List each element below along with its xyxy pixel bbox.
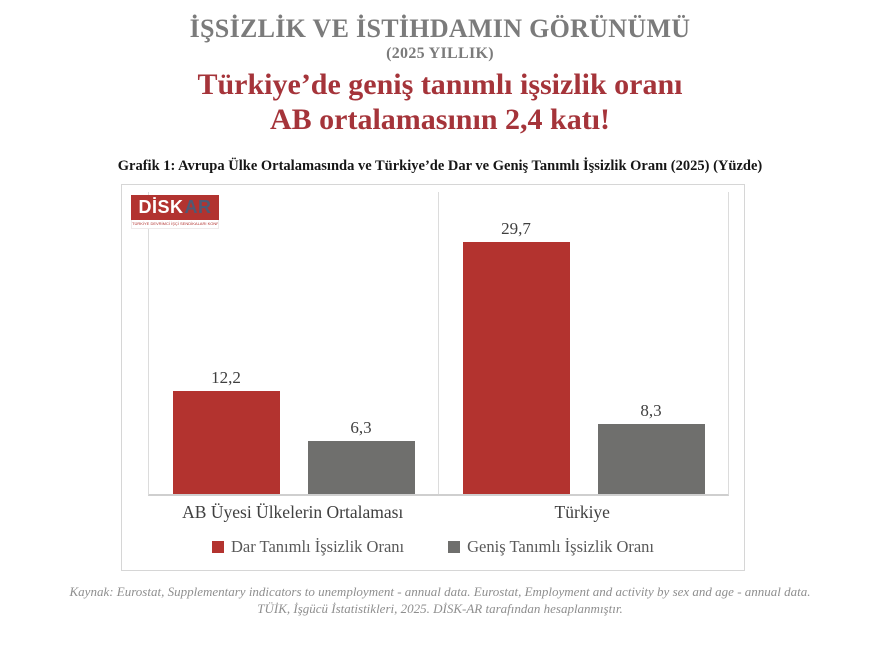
category-axis: AB Üyesi Ülkelerin Ortalaması Türkiye bbox=[148, 502, 727, 523]
chart-area: DİSK AR TÜRKİYE DEVRİMCİ İŞÇİ SENDİKALARI… bbox=[121, 184, 745, 572]
legend-label-genis: Geniş Tanımlı İşsizlik Oranı bbox=[467, 537, 655, 557]
chart-caption: Grafik 1: Avrupa Ülke Ortalamasında ve T… bbox=[117, 158, 763, 175]
legend-label-dar: Dar Tanımlı İşsizlik Oranı bbox=[230, 537, 405, 557]
headline: Türkiye’de geniş tanımlı işsizlik oranı … bbox=[0, 67, 880, 137]
report-title: İŞSİZLİK VE İSTİHDAMIN GÖRÜNÜMÜ bbox=[189, 14, 691, 43]
bar-value-label: 8,3 bbox=[640, 400, 662, 420]
diskar-logo: DİSK AR TÜRKİYE DEVRİMCİ İŞÇİ SENDİKALARI… bbox=[131, 195, 219, 230]
plot-area: 12,2 6,3 29,7 8,3 bbox=[148, 192, 729, 497]
logo-disk-text: DİSK bbox=[138, 197, 184, 218]
bar-value-label: 6,3 bbox=[350, 417, 372, 437]
source-note: Kaynak: Eurostat, Supplementary indicato… bbox=[0, 584, 880, 618]
bar-wrap: 6,3 bbox=[307, 418, 415, 495]
diskar-logo-mark: DİSK AR bbox=[131, 195, 219, 221]
logo-tagline: TÜRKİYE DEVRİMCİ İŞÇİ SENDİKALARI KONFED… bbox=[131, 220, 219, 230]
bar-wrap: 29,7 bbox=[462, 219, 570, 495]
legend-item-dar: Dar Tanımlı İşsizlik Oranı bbox=[211, 537, 405, 557]
bar-eu-dar bbox=[172, 390, 280, 495]
source-line-1: Kaynak: Eurostat, Supplementary indicato… bbox=[69, 584, 811, 600]
report-period: (2025 YILLIK) bbox=[386, 45, 494, 62]
bar-value-label: 29,7 bbox=[501, 218, 531, 238]
legend-item-genis: Geniş Tanımlı İşsizlik Oranı bbox=[448, 537, 654, 557]
source-line-2: TÜİK, İşgücü İstatistikleri, 2025. DİSK-… bbox=[257, 601, 623, 617]
bar-group-turkiye: 29,7 8,3 bbox=[438, 192, 728, 495]
legend-swatch-gray bbox=[448, 541, 461, 554]
category-label-turkiye: Türkiye bbox=[554, 502, 610, 523]
bar-eu-genis bbox=[307, 440, 415, 495]
bar-group-eu: 12,2 6,3 bbox=[149, 192, 438, 495]
headline-line-1: Türkiye’de geniş tanımlı işsizlik oranı bbox=[197, 68, 683, 101]
legend-swatch-red bbox=[211, 541, 224, 554]
logo-ar-text: AR bbox=[184, 197, 212, 218]
chart-legend: Dar Tanımlı İşsizlik Oranı Geniş Tanımlı… bbox=[122, 537, 744, 557]
bar-wrap: 8,3 bbox=[597, 401, 705, 495]
bar-wrap: 12,2 bbox=[172, 368, 280, 495]
bar-turkiye-dar bbox=[462, 241, 570, 495]
headline-line-2: AB ortalamasının 2,4 katı! bbox=[269, 103, 611, 137]
category-label-eu: AB Üyesi Ülkelerin Ortalaması bbox=[182, 502, 404, 523]
bar-turkiye-genis bbox=[597, 423, 705, 495]
bar-value-label: 12,2 bbox=[211, 367, 241, 387]
